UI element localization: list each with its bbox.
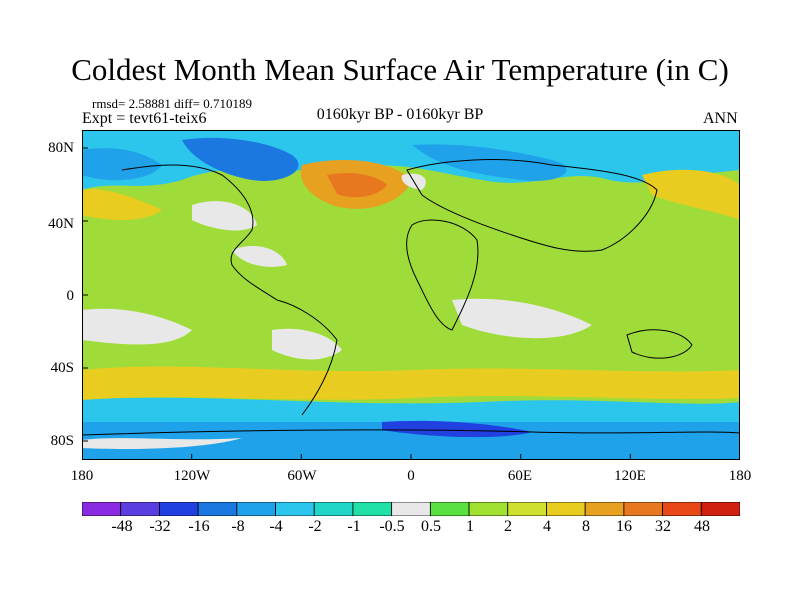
- colorbar-label: -0.5: [379, 518, 405, 535]
- colorbar-label: 32: [655, 518, 671, 535]
- colorbar-label: 0.5: [421, 518, 441, 535]
- southern-ocean-cold-band: [82, 397, 740, 422]
- eurasia-coastline: [406, 159, 658, 252]
- colorbar-label: 48: [694, 518, 710, 535]
- colorbar-label: -8: [231, 518, 245, 535]
- north-america-coastline: [121, 164, 278, 301]
- lon-label-0: 0: [407, 468, 415, 484]
- siberia-cold-region: [412, 144, 567, 181]
- colorbar-swatch: [197, 502, 238, 516]
- north-pacific-warm-region: [642, 169, 740, 220]
- colorbar-swatch: [700, 502, 740, 516]
- colorbar-swatch: [391, 502, 431, 516]
- colorbar-swatch: [352, 502, 393, 516]
- colorbar-label: -16: [188, 518, 210, 535]
- south-pacific-neutral-region: [82, 308, 192, 345]
- colorbar-swatch: [159, 502, 199, 516]
- lon-label-180w: 180: [70, 468, 94, 484]
- greenland-cold-region: [182, 137, 299, 181]
- colorbar-swatch: [584, 502, 625, 516]
- lat-label-80n: 80N: [48, 140, 74, 156]
- temperature-colorbar: [82, 502, 740, 516]
- colorbar-label: -48: [111, 518, 133, 535]
- caribbean-neutral-region: [232, 245, 287, 267]
- colorbar-swatch: [468, 502, 509, 516]
- colorbar-label: 8: [582, 518, 590, 535]
- antarctic-very-cold-region: [382, 420, 532, 438]
- colorbar-label: -2: [308, 518, 322, 535]
- north-atlantic-hot-core: [327, 173, 387, 198]
- antarctic-neutral-patch: [82, 438, 242, 449]
- lat-label-40s: 40S: [50, 360, 74, 376]
- indian-ocean-neutral-region: [452, 298, 592, 339]
- australia-coastline: [626, 329, 693, 359]
- southern-mid-latitude-warm-band: [82, 366, 740, 400]
- colorbar-swatch: [662, 502, 702, 516]
- south-america-coastline: [276, 299, 338, 416]
- time-period-label: 0160kyr BP - 0160kyr BP: [316, 106, 484, 123]
- colorbar-label: -32: [149, 518, 171, 535]
- colorbar-swatch: [507, 502, 547, 516]
- world-temperature-map: [82, 130, 740, 460]
- colorbar-swatch: [546, 502, 586, 516]
- map-tick-marks: [82, 147, 631, 460]
- alaska-cold-region: [82, 148, 162, 181]
- lat-label-80s: 80S: [50, 433, 74, 449]
- lon-label-180e: 180: [728, 468, 752, 484]
- south-america-neutral-region: [272, 328, 342, 360]
- colorbar-swatch: [236, 502, 276, 516]
- lon-label-120e: 120E: [614, 468, 646, 484]
- map-title: Coldest Month Mean Surface Air Temperatu…: [71, 52, 729, 87]
- season-label: ANN: [703, 110, 738, 127]
- colorbar-swatch: [82, 502, 122, 516]
- colorbar-label: -4: [269, 518, 283, 535]
- lon-label-120w: 120W: [173, 468, 211, 484]
- colorbar-swatch: [313, 502, 354, 516]
- lat-label-0: 0: [66, 288, 75, 304]
- colorbar-swatch: [429, 502, 470, 516]
- northeast-pacific-warm-region: [82, 189, 162, 220]
- colorbar-label: 4: [543, 518, 551, 535]
- colorbar-swatch: [275, 502, 315, 516]
- antarctica-coastline: [82, 429, 740, 436]
- colorbar-swatch: [623, 502, 663, 516]
- africa-coastline: [406, 219, 479, 331]
- colorbar-swatch: [120, 502, 160, 516]
- colorbar-label: -1: [347, 518, 361, 535]
- lat-label-40n: 40N: [48, 216, 74, 232]
- north-america-neutral-region: [192, 201, 257, 231]
- colorbar-swatches: [82, 502, 740, 516]
- lon-label-60w: 60W: [287, 468, 317, 484]
- lon-label-60e: 60E: [507, 468, 533, 484]
- coastlines: [82, 159, 740, 436]
- rmsd-diff-stats: rmsd= 2.58881 diff= 0.710189: [92, 96, 252, 111]
- colorbar-label: 2: [504, 518, 512, 535]
- colorbar-label: 1: [466, 518, 474, 535]
- colorbar-label: 16: [616, 518, 632, 535]
- antarctic-cold-region: [82, 422, 740, 460]
- experiment-label: Expt = tevt61-teix6: [82, 110, 207, 127]
